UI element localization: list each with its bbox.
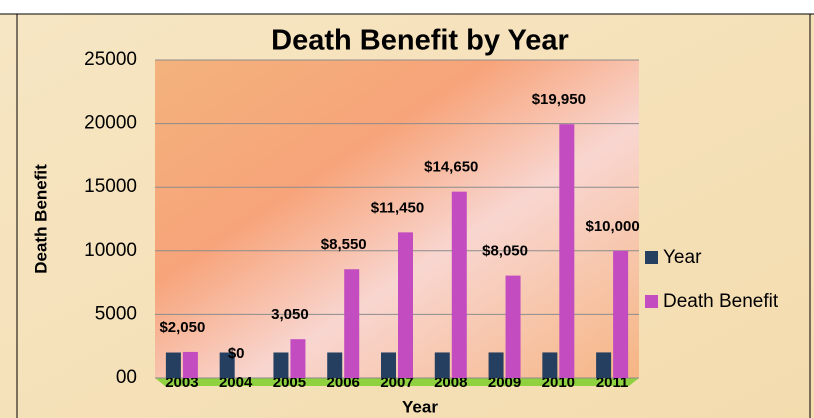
y-tick-label: 10000 [84, 240, 137, 261]
y-tick-label: 15000 [84, 176, 137, 197]
x-tick-label: 2007 [380, 374, 413, 391]
bar [596, 352, 612, 378]
bar [327, 352, 343, 378]
plot-floor [155, 378, 639, 386]
bar [451, 191, 467, 378]
data-label: $10,000 [585, 218, 639, 235]
bar [542, 352, 558, 378]
table-strip [0, 0, 814, 14]
x-axis-label: Year [402, 397, 438, 416]
data-label: $0 [228, 345, 245, 362]
data-label: 3,050 [271, 306, 309, 323]
x-tick-label: 2010 [542, 374, 575, 391]
x-tick-label: 2004 [219, 374, 253, 391]
data-label: $11,450 [371, 199, 424, 216]
x-tick-label: 2011 [596, 374, 629, 391]
y-tick-label: 25000 [84, 49, 137, 70]
bar [273, 352, 289, 378]
data-label: $19,950 [532, 91, 586, 108]
chart-title: Death Benefit by Year [271, 25, 569, 57]
y-axis-label: Death Benefit [31, 164, 50, 274]
x-tick-label: 2009 [488, 374, 521, 391]
bar [182, 351, 198, 378]
data-label: $8,050 [482, 243, 528, 260]
y-tick-label: 00 [116, 367, 137, 388]
x-tick-label: 2008 [434, 374, 467, 391]
legend-label: Death Benefit [663, 291, 779, 312]
bar [559, 124, 575, 379]
plot-area [155, 60, 639, 378]
bar [434, 352, 450, 378]
data-label: $8,550 [321, 236, 367, 253]
bar [505, 275, 521, 378]
legend-swatch [645, 251, 658, 264]
bar [219, 352, 235, 378]
data-label: $2,050 [159, 319, 205, 336]
bar [165, 352, 181, 378]
legend-swatch [645, 295, 658, 308]
x-tick-label: 2003 [165, 374, 198, 391]
bar [398, 232, 413, 378]
x-tick-label: 2005 [273, 374, 306, 391]
bar [344, 269, 360, 378]
legend-label: Year [663, 247, 702, 268]
bar [290, 339, 306, 378]
data-label: $14,650 [424, 159, 478, 176]
x-tick-label: 2006 [327, 374, 360, 391]
bar [613, 250, 629, 378]
y-tick-label: 20000 [84, 113, 137, 134]
bar [381, 352, 396, 378]
bar [488, 352, 504, 378]
y-tick-label: 5000 [95, 303, 137, 324]
